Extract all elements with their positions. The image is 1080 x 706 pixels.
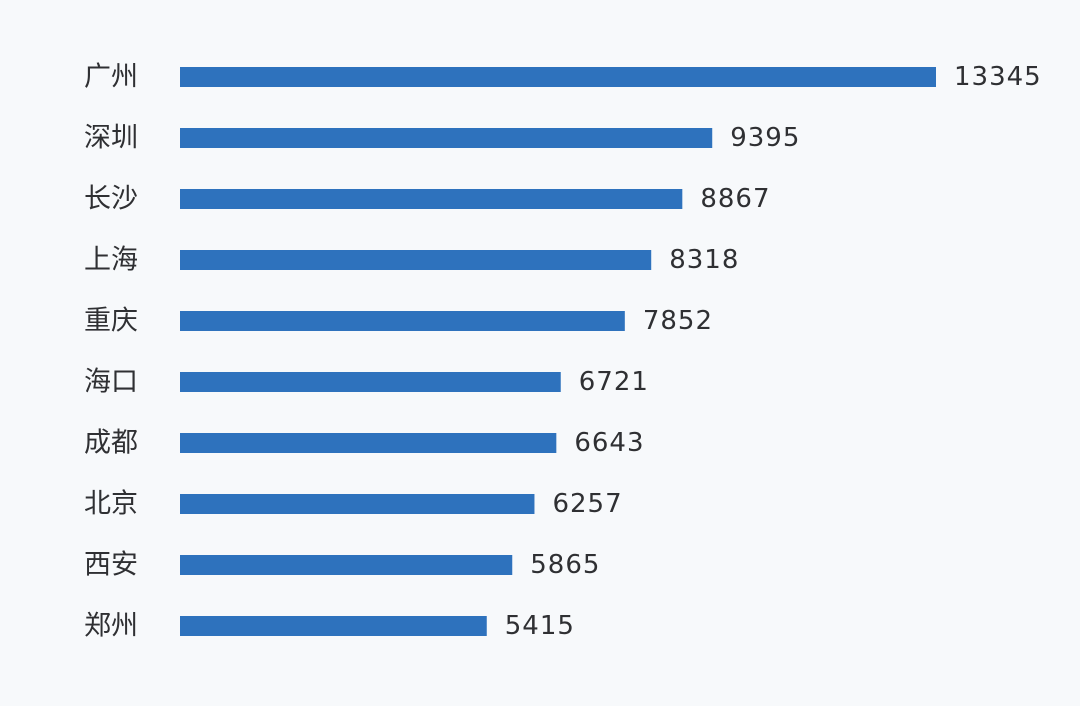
plot-area: 广州 13345 深圳 9395 长沙 8867 上海 8318 重庆 7852 海口 6721 成都 6… xyxy=(84,62,1042,642)
value-label: 7852 xyxy=(643,306,713,336)
bar xyxy=(180,250,652,270)
category-label: 西安 xyxy=(84,550,138,581)
category-label: 海口 xyxy=(84,367,138,398)
category-label: 长沙 xyxy=(84,184,138,215)
category-label: 北京 xyxy=(84,489,138,520)
category-label: 上海 xyxy=(84,245,138,276)
category-label: 广州 xyxy=(84,62,138,93)
bar xyxy=(180,494,535,514)
category-label: 重庆 xyxy=(84,306,138,337)
bar xyxy=(180,555,513,575)
value-label: 5415 xyxy=(505,611,575,641)
value-label: 8318 xyxy=(669,245,739,275)
value-label: 6257 xyxy=(552,489,622,519)
bar xyxy=(180,433,557,453)
value-label: 5865 xyxy=(530,550,600,580)
value-label: 6643 xyxy=(574,428,644,458)
bar xyxy=(180,189,683,209)
value-label: 6721 xyxy=(579,367,649,397)
bar xyxy=(180,616,487,636)
value-label: 8867 xyxy=(700,184,770,214)
value-label: 9395 xyxy=(730,123,800,153)
category-label: 成都 xyxy=(84,428,138,459)
value-label: 13345 xyxy=(954,62,1042,92)
category-label: 郑州 xyxy=(84,611,138,642)
bar xyxy=(180,67,936,87)
bar xyxy=(180,311,625,331)
bar xyxy=(180,128,713,148)
bar xyxy=(180,372,561,392)
category-label: 深圳 xyxy=(84,123,138,154)
